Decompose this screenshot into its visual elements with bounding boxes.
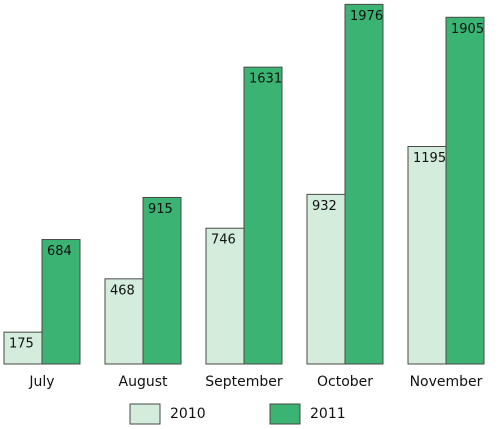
value-label: 175	[9, 337, 34, 352]
x-tick-label: November	[410, 374, 483, 390]
legend-swatch	[269, 403, 301, 425]
bar	[407, 146, 447, 365]
value-label: 746	[211, 233, 236, 248]
bar	[306, 193, 346, 365]
value-label: 1905	[451, 22, 484, 37]
value-label: 1631	[249, 72, 282, 87]
x-tick-label: July	[28, 374, 54, 390]
value-label: 1976	[350, 9, 383, 24]
value-label: 684	[47, 244, 72, 259]
bar	[243, 66, 283, 365]
legend-swatch	[129, 403, 161, 425]
bar	[41, 239, 81, 365]
bar	[3, 331, 43, 365]
legend-label: 2010	[170, 406, 206, 422]
bar	[142, 196, 182, 365]
value-label: 468	[110, 283, 135, 298]
value-label: 1195	[413, 151, 446, 166]
value-label: 915	[148, 202, 173, 217]
bar	[445, 16, 485, 365]
value-label: 932	[312, 199, 337, 214]
x-tick-label: October	[317, 374, 373, 390]
bar	[205, 227, 245, 365]
x-tick-label: September	[205, 374, 283, 390]
x-tick-label: August	[119, 374, 169, 390]
legend-label: 2011	[310, 406, 346, 422]
bar	[344, 3, 384, 365]
bar	[104, 278, 144, 365]
